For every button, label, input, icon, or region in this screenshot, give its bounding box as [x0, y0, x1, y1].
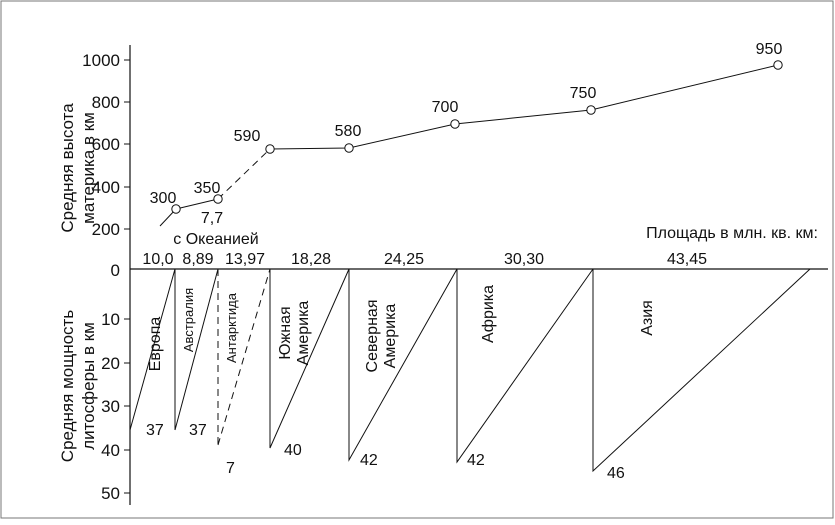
continent-name-north-america-2: Америка [382, 304, 399, 369]
thickness-label-australia: 37 [189, 422, 207, 439]
tick-label-800: 800 [92, 93, 120, 112]
thickness-label-south-america: 40 [284, 442, 302, 459]
area-label-asia: 43,45 [667, 251, 707, 268]
continent-names: Европа Австралия Антарктида Южная Америк… [147, 285, 656, 373]
height-labels: 300 350 590 580 700 750 950 7,7 с Океани… [150, 41, 783, 248]
australia-oceania-note: с Океанией [173, 231, 258, 248]
tick-label-600: 600 [92, 135, 120, 154]
australia-oceania-area: 7,7 [201, 210, 223, 227]
height-point-asia [773, 60, 783, 70]
area-label-north-america: 24,25 [384, 251, 424, 268]
triangle-australia-slope [174, 268, 219, 431]
height-markers [171, 60, 783, 214]
area-axis-label: Площадь в млн. кв. км: [646, 225, 818, 242]
area-label-australia: 8,89 [182, 251, 213, 268]
top-ylabel-line1: Средняя высота [58, 103, 77, 233]
bottom-ylabel-line2: литосферы в км [79, 322, 98, 450]
tick-label-10: 10 [101, 310, 120, 329]
height-segment-europe-australia [175, 198, 219, 210]
height-label-africa: 750 [570, 85, 597, 102]
thickness-label-africa: 42 [467, 452, 485, 469]
continent-name-south-america-1: Южная [277, 306, 294, 359]
tick-label-0: 0 [111, 261, 120, 280]
tick-label-400: 400 [92, 178, 120, 197]
top-ylabel-line2: материка в км [79, 112, 98, 224]
lithosphere-triangles [129, 268, 811, 473]
triangle-antarctica-slope [217, 268, 271, 446]
triangle-asia [592, 268, 811, 473]
continent-name-south-america-2: Америка [295, 301, 312, 366]
thickness-label-asia: 46 [607, 465, 625, 482]
thickness-labels: 37 37 7 40 42 42 46 [146, 422, 625, 482]
height-point-africa [586, 105, 596, 115]
height-label-europe: 300 [150, 190, 177, 207]
continent-name-asia: Азия [639, 300, 656, 336]
thickness-label-north-america: 42 [360, 452, 378, 469]
thickness-label-antarctica: 7 [226, 460, 235, 477]
height-label-australia: 350 [194, 180, 221, 197]
height-point-north-america [450, 119, 460, 129]
height-point-australia [213, 194, 223, 204]
tick-label-200: 200 [92, 220, 120, 239]
tick-label-20: 20 [101, 354, 120, 373]
bottom-ylabel-line1: Средняя мощность [58, 310, 77, 463]
top-ticks: 1000 800 600 400 200 0 [82, 51, 130, 280]
area-labels: 10,0 8,89 13,97 18,28 24,25 30,30 43,45 [142, 251, 707, 268]
height-point-antarctica [265, 144, 275, 154]
bottom-ticks: 10 20 30 40 50 [101, 310, 130, 503]
area-label-europe: 10,0 [142, 251, 173, 268]
height-point-south-america [344, 143, 354, 153]
triangle-europe [129, 268, 176, 431]
triangle-africa [456, 268, 594, 464]
height-label-south-america: 580 [335, 123, 362, 140]
area-label-south-america: 18,28 [291, 251, 331, 268]
triangle-south-america [269, 268, 350, 449]
area-label-africa: 30,30 [504, 251, 544, 268]
continent-name-africa: Африка [480, 285, 497, 343]
continent-name-australia: Австралия [181, 288, 196, 352]
thickness-label-europe: 37 [146, 422, 164, 439]
height-label-antarctica: 590 [234, 128, 261, 145]
triangle-north-america [348, 268, 458, 462]
height-segment-australia-antarctica [217, 148, 271, 200]
tick-label-1000: 1000 [82, 51, 120, 70]
height-label-asia: 950 [756, 41, 783, 58]
area-label-antarctica: 13,97 [225, 251, 265, 268]
continent-name-north-america-1: Северная [364, 300, 381, 373]
tick-label-30: 30 [101, 397, 120, 416]
tick-label-40: 40 [101, 441, 120, 460]
continent-name-europe: Европа [147, 317, 164, 372]
height-line [159, 64, 779, 227]
height-point-europe [171, 204, 181, 214]
tick-label-50: 50 [101, 484, 120, 503]
continent-name-antarctica: Антарктида [224, 292, 239, 363]
height-label-north-america: 700 [432, 99, 459, 116]
